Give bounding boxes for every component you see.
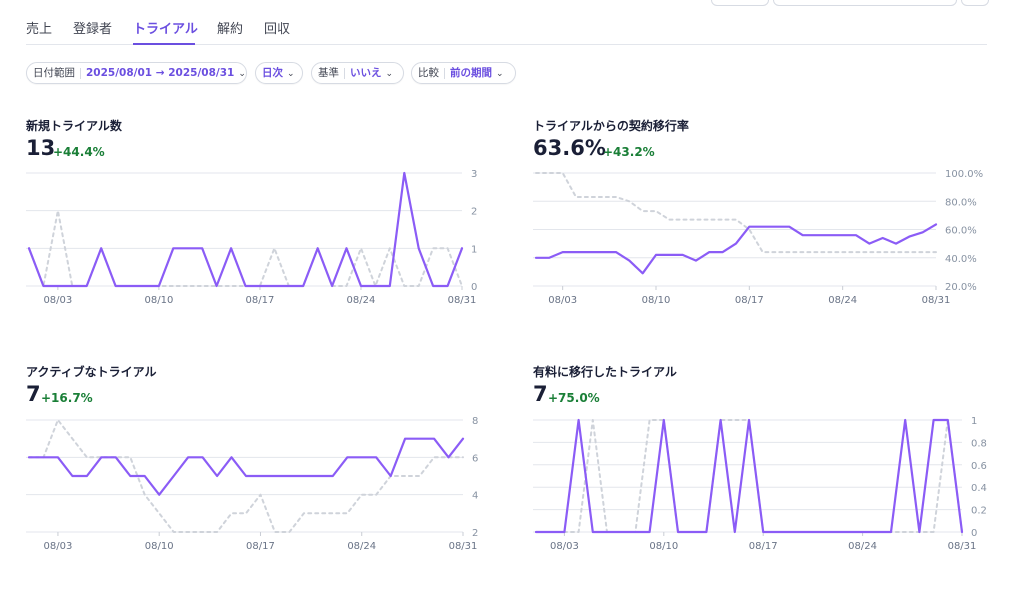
compare-value: 前の期間: [450, 67, 492, 79]
x-tick-label: 08/31: [948, 541, 977, 552]
metric-delta-active-trials: +16.7%: [41, 391, 93, 405]
current-series-line: [27, 171, 464, 288]
baseline-label: 基準: [318, 67, 339, 79]
x-tick-label: 08/24: [828, 295, 857, 306]
y-tick-label: 80.0%: [945, 197, 977, 208]
chevron-down-icon: ⌄: [287, 69, 295, 79]
divider: [80, 67, 81, 79]
y-tick-label: 0.6: [971, 461, 987, 472]
interval-value: 日次: [262, 67, 283, 79]
y-tick-label: 1: [471, 244, 477, 255]
toolbar-select-partial[interactable]: [773, 0, 957, 6]
x-tick-label: 08/31: [448, 295, 477, 306]
compare-label: 比較: [418, 67, 439, 79]
divider: [344, 67, 345, 79]
x-tick-label: 08/03: [548, 295, 577, 306]
chart-converted-to-paid[interactable]: 0 0.2 0.4 0.6 0.8 1 08/03 08/10 08/17 08/24 08/31: [533, 412, 993, 557]
current-series-line: [534, 223, 938, 275]
x-tick-label: 08/24: [848, 541, 877, 552]
chevron-down-icon: ⌄: [385, 69, 394, 79]
chart-active-trials[interactable]: 2 4 6 8 08/03 08/10 08/17 08/24 08/31: [26, 412, 486, 557]
tab-revenue[interactable]: 売上: [26, 22, 53, 37]
comparison-series-line: [535, 172, 937, 254]
x-tick-label: 08/10: [642, 295, 671, 306]
y-tick-label: 60.0%: [945, 226, 977, 237]
y-tick-label: 4: [472, 491, 478, 502]
date-range-label: 日付範囲: [33, 67, 75, 79]
x-tick-label: 08/31: [449, 541, 478, 552]
y-tick-label: 3: [471, 169, 477, 180]
chart-new-trials[interactable]: 0 1 2 3 08/03 08/10 08/17 08/24 08/31: [26, 165, 486, 310]
current-series-line: [534, 418, 964, 534]
tab-subscribers[interactable]: 登録者: [73, 22, 113, 37]
y-tick-label: 8: [472, 416, 478, 427]
metric-value-converted-to-paid: 7: [533, 382, 548, 406]
x-tick-label: 08/10: [144, 295, 173, 306]
toolbar-button-partial[interactable]: [711, 0, 769, 6]
y-tick-label: 6: [472, 453, 478, 464]
interval-filter[interactable]: 日次 ⌄: [255, 62, 303, 84]
y-tick-label: 0.4: [971, 483, 987, 494]
metric-value-conversion-rate: 63.6%: [533, 136, 606, 160]
x-tick-label: 08/10: [145, 541, 174, 552]
panel-title-active-trials: アクティブなトライアル: [26, 365, 157, 379]
baseline-value: いいえ: [350, 67, 382, 79]
tab-bar: 売上 登録者 トライアル 解約 回収: [26, 10, 987, 45]
divider: [444, 67, 445, 79]
chevron-down-icon: ⌄: [238, 69, 246, 79]
y-tick-label: 0: [971, 528, 977, 539]
y-tick-label: 2: [472, 528, 478, 539]
tab-churn[interactable]: 解約: [217, 22, 244, 37]
x-tick-label: 08/03: [550, 541, 579, 552]
tab-recovery[interactable]: 回収: [264, 22, 291, 37]
chart-conversion-rate[interactable]: 20.0% 40.0% 60.0% 80.0% 100.0% 08/03 08/10 08/1…: [533, 165, 993, 310]
toolbar-icon-button-partial[interactable]: [961, 0, 989, 6]
y-tick-label: 0.8: [971, 438, 987, 449]
active-tab-indicator: [133, 43, 195, 45]
y-tick-label: 0.2: [971, 506, 987, 517]
metric-value-new-trials: 13: [26, 136, 56, 160]
x-tick-label: 08/03: [44, 541, 73, 552]
current-series-line: [27, 437, 465, 496]
x-tick-label: 08/03: [43, 295, 72, 306]
x-tick-label: 08/17: [735, 295, 764, 306]
compare-filter[interactable]: 比較 前の期間 ⌄: [411, 62, 516, 84]
metric-value-active-trials: 7: [26, 382, 41, 406]
y-tick-label: 100.0%: [945, 169, 983, 180]
y-tick-label: 20.0%: [945, 282, 977, 293]
x-tick-label: 08/31: [922, 295, 951, 306]
x-tick-label: 08/10: [649, 541, 678, 552]
metric-delta-new-trials: +44.4%: [53, 145, 105, 159]
date-range-filter[interactable]: 日付範囲 2025/08/01 → 2025/08/31 ⌄: [26, 62, 247, 84]
panel-title-new-trials: 新規トライアル数: [26, 119, 122, 133]
panel-title-converted-to-paid: 有料に移行したトライアル: [533, 365, 677, 379]
tab-trials[interactable]: トライアル: [133, 22, 198, 37]
y-tick-label: 0: [471, 282, 477, 293]
x-tick-label: 08/24: [347, 295, 376, 306]
y-tick-label: 2: [471, 207, 477, 218]
panel-title-conversion-rate: トライアルからの契約移行率: [533, 119, 689, 133]
y-tick-label: 1: [971, 416, 977, 427]
metric-delta-converted-to-paid: +75.0%: [548, 391, 600, 405]
x-tick-label: 08/24: [347, 541, 376, 552]
metric-delta-conversion-rate: +43.2%: [603, 145, 655, 159]
baseline-filter[interactable]: 基準 いいえ ⌄: [311, 62, 404, 84]
y-tick-label: 40.0%: [945, 254, 977, 265]
x-tick-label: 08/17: [246, 295, 275, 306]
date-range-value: 2025/08/01 → 2025/08/31: [86, 67, 235, 79]
chevron-down-icon: ⌄: [496, 69, 504, 79]
top-toolbar-remnant: [0, 0, 1011, 10]
x-tick-label: 08/17: [246, 541, 275, 552]
x-tick-label: 08/17: [749, 541, 778, 552]
